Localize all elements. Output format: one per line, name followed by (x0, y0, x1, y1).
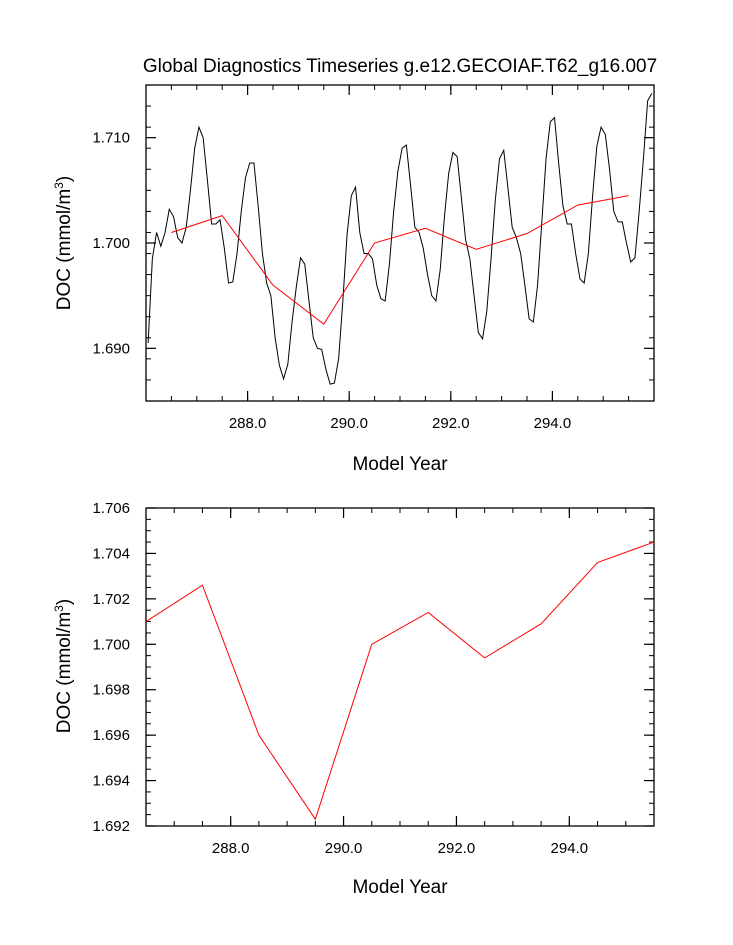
y-axis-label-main: DOC (mmol/m (54, 189, 75, 310)
series-lines-top (147, 93, 653, 385)
plot-frame-top (145, 84, 655, 402)
y-axis-label: DOC (mmol/m3) (52, 599, 75, 733)
x-tick-label: 288.0 (212, 840, 250, 857)
x-tick-label: 294.0 (551, 840, 589, 857)
x-tick-label: 290.0 (325, 840, 363, 857)
y-tick-label: 1.698 (92, 682, 130, 699)
x-tick-label: 294.0 (534, 415, 572, 432)
chart-title: Global Diagnostics Timeseries g.e12.GECO… (143, 56, 657, 77)
series-line-annual-mean (145, 541, 655, 821)
y-tick-label: 1.706 (92, 500, 130, 517)
x-tick-label: 292.0 (438, 840, 476, 857)
y-axis-label-superscript: 3 (52, 605, 66, 612)
y-tick-label: 1.702 (92, 591, 130, 608)
y-tick-label: 1.700 (92, 636, 130, 653)
tick-labels-bottom: 288.0 290.0 292.0 294.0 1.692 1.694 1.696 1.698… (92, 500, 588, 857)
y-axis-label-close: ) (54, 599, 75, 605)
timeseries-panel-top: Global Diagnostics Timeseries g.e12.GECO… (52, 56, 657, 475)
series-line-monthly (147, 93, 653, 385)
y-tick-label: 1.710 (92, 130, 130, 147)
y-tick-label: 1.704 (92, 545, 130, 562)
y-tick-label: 1.690 (92, 340, 130, 357)
y-tick-label: 1.700 (92, 235, 130, 252)
axis-ticks-bottom (145, 507, 655, 827)
plot-frame-bottom (145, 507, 655, 827)
annual-mean-panel-bottom: 288.0 290.0 292.0 294.0 1.692 1.694 1.696 1.698… (52, 500, 655, 898)
x-axis-label: Model Year (352, 454, 448, 475)
y-axis-label-close: ) (54, 176, 75, 182)
series-lines-bottom (145, 541, 655, 821)
y-tick-label: 1.694 (92, 773, 130, 790)
x-tick-label: 288.0 (229, 415, 267, 432)
tick-labels-top: 288.0 290.0 292.0 294.0 1.690 1.700 1.710 (92, 130, 571, 432)
y-axis-label-main: DOC (mmol/m (54, 612, 75, 733)
y-tick-label: 1.692 (92, 818, 130, 835)
x-tick-label: 290.0 (330, 415, 368, 432)
y-axis-label: DOC (mmol/m3) (52, 176, 75, 310)
axis-ticks-top (145, 84, 655, 402)
y-axis-label-superscript: 3 (52, 182, 66, 189)
y-tick-label: 1.696 (92, 727, 130, 744)
series-line-annual-mean (171, 195, 629, 325)
x-axis-label: Model Year (352, 877, 448, 898)
x-tick-label: 292.0 (432, 415, 470, 432)
